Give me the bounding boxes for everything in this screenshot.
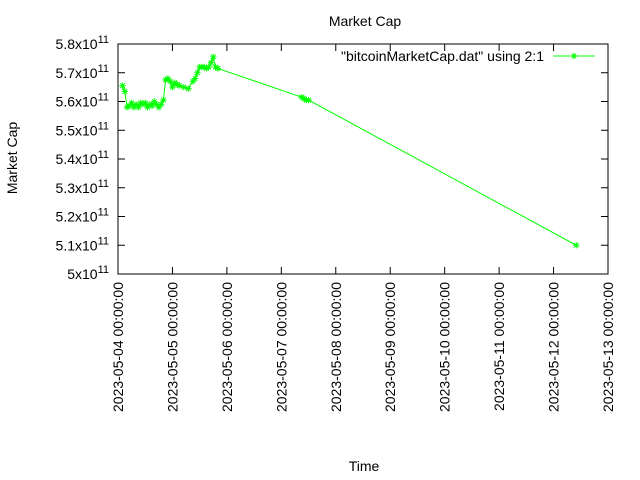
data-point <box>191 75 199 82</box>
data-point <box>210 53 217 61</box>
y-tick-exponent: 11 <box>98 120 109 132</box>
legend: "bitcoinMarketCap.dat" using 2:1 <box>341 48 595 64</box>
data-point <box>135 104 142 111</box>
data-point <box>207 59 215 66</box>
legend-star-marker <box>570 52 578 60</box>
y-tick-exponent: 11 <box>98 264 109 276</box>
data-point <box>185 85 192 92</box>
data-point <box>205 63 212 71</box>
data-point <box>160 96 167 104</box>
series-line <box>122 55 577 246</box>
data-point <box>305 96 312 104</box>
x-tick-label: 2023-05-13 00:00:00 <box>600 282 616 412</box>
y-tick-mantissa: 5.3x10 <box>56 180 98 196</box>
y-tick-label: 5.6x1011 <box>56 92 109 110</box>
data-point <box>121 88 129 95</box>
data-point <box>180 83 187 91</box>
data-point <box>169 83 176 91</box>
x-tick-label: 2023-05-10 00:00:00 <box>437 282 453 412</box>
y-tick-exponent: 11 <box>98 92 109 104</box>
y-tick-label: 5.1x1011 <box>56 235 109 253</box>
series-layer <box>119 53 580 249</box>
y-tick-exponent: 11 <box>98 34 109 46</box>
y-tick-mantissa: 5.2x10 <box>56 209 98 225</box>
y-tick-mantissa: 5.6x10 <box>56 94 98 110</box>
y-tick-mantissa: 5.4x10 <box>56 151 98 167</box>
y-tick-label: 5.2x1011 <box>56 207 109 225</box>
x-tick-label: 2023-05-09 00:00:00 <box>382 282 398 412</box>
y-tick-exponent: 11 <box>98 207 109 219</box>
plot-frame <box>117 43 609 275</box>
data-point <box>573 242 580 249</box>
data-point <box>119 82 126 89</box>
y-tick-mantissa: 5.7x10 <box>56 65 98 81</box>
y-tick-exponent: 11 <box>98 235 109 247</box>
x-tick-label: 2023-05-12 00:00:00 <box>546 282 562 412</box>
x-tick-label: 2023-05-04 00:00:00 <box>110 282 126 412</box>
data-point <box>166 78 174 85</box>
y-tick-mantissa: 5.8x10 <box>56 36 98 52</box>
x-tick-labels: 2023-05-04 00:00:00 2023-05-05 00:00:00 20… <box>110 282 616 412</box>
x-tick-label: 2023-05-05 00:00:00 <box>164 282 180 412</box>
y-tick-labels: 5x10115.1x10115.2x10115.3x10115.4x10115.… <box>56 34 109 282</box>
axis-ticks <box>117 43 609 275</box>
legend-marker <box>570 52 578 60</box>
y-tick-label: 5.5x1011 <box>56 120 109 138</box>
x-tick-label: 2023-05-07 00:00:00 <box>273 282 289 412</box>
y-tick-mantissa: 5x10 <box>67 266 98 282</box>
y-tick-mantissa: 5.1x10 <box>56 237 98 253</box>
y-axis-label: Market Cap <box>4 122 20 195</box>
x-axis-label: Time <box>349 458 380 474</box>
legend-label: "bitcoinMarketCap.dat" using 2:1 <box>341 48 544 64</box>
x-tick-label: 2023-05-11 00:00:00 <box>491 282 507 411</box>
data-point <box>176 82 183 89</box>
y-tick-label: 5.3x1011 <box>56 178 109 196</box>
data-point <box>194 69 201 76</box>
y-tick-label: 5.7x1011 <box>56 63 109 81</box>
y-tick-label: 5.4x1011 <box>56 149 109 167</box>
x-tick-label: 2023-05-08 00:00:00 <box>328 282 344 412</box>
y-tick-mantissa: 5.5x10 <box>56 122 98 138</box>
data-point <box>214 65 222 72</box>
plot-border <box>117 43 609 275</box>
y-tick-exponent: 11 <box>98 63 109 75</box>
y-tick-exponent: 11 <box>98 178 109 190</box>
chart-title: Market Cap <box>329 13 402 29</box>
y-tick-label: 5.8x1011 <box>56 34 109 52</box>
y-tick-label: 5x1011 <box>67 264 109 282</box>
x-tick-label: 2023-05-06 00:00:00 <box>219 282 235 412</box>
y-tick-exponent: 11 <box>98 149 109 161</box>
